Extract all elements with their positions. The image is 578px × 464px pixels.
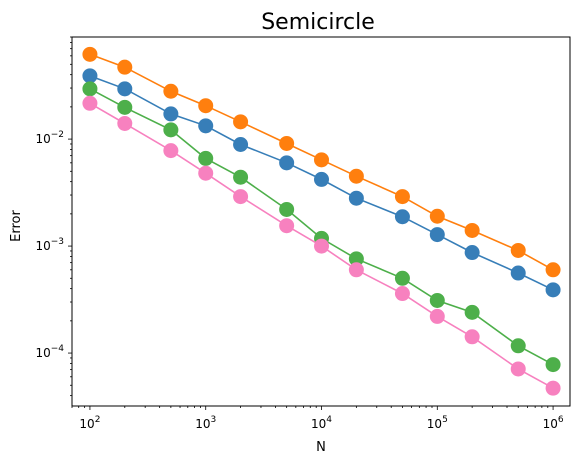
series-1-point	[279, 155, 295, 171]
series-2-point	[82, 81, 98, 97]
series-3-point	[82, 95, 98, 111]
x-tick-label: 103	[195, 415, 216, 431]
x-axis-label: N	[316, 440, 326, 455]
series-2-point	[464, 304, 480, 320]
series-1-point	[510, 265, 526, 281]
series-3-point	[163, 143, 179, 159]
y-axis-label: Error	[9, 210, 24, 242]
series-2-point	[117, 99, 133, 115]
plot-frame	[71, 36, 571, 407]
series-3-point	[314, 238, 330, 254]
series-3-point	[198, 165, 214, 181]
plot-area: 102 103 104 105 106 10−4 10−3 10−2	[35, 36, 571, 431]
series-1-point	[117, 81, 133, 97]
series-1-point	[394, 209, 410, 225]
chart-title: Semicircle	[261, 10, 375, 35]
series-0-point	[163, 83, 179, 99]
series-0-point	[233, 114, 249, 130]
series-2-point	[429, 292, 445, 308]
series-1-point	[429, 227, 445, 243]
series-2-point	[394, 270, 410, 286]
series-2-line	[89, 88, 554, 366]
series-3-point	[348, 262, 364, 278]
series-1-point	[198, 118, 214, 134]
y-tick-label: 10−4	[35, 344, 64, 360]
x-tick-label: 106	[543, 415, 564, 431]
series-0-point	[82, 46, 98, 62]
series-0-point	[545, 262, 561, 278]
y-tick-label: 10−2	[35, 130, 64, 146]
series-2-point	[348, 251, 364, 267]
series-1-point	[163, 106, 179, 122]
series-1-point	[82, 68, 98, 84]
series-0-point	[394, 189, 410, 205]
series-1-point	[545, 282, 561, 298]
series-1-point	[314, 171, 330, 187]
x-tick-label: 104	[311, 415, 332, 431]
series-0-point	[314, 152, 330, 168]
series-3-point	[394, 286, 410, 302]
x-tick-label: 105	[427, 415, 448, 431]
series-1-point	[348, 190, 364, 206]
series-2-point	[233, 169, 249, 185]
series-3-point	[233, 189, 249, 205]
series-0-point	[464, 222, 480, 238]
series-0-point	[429, 208, 445, 224]
series-2-point	[163, 122, 179, 138]
series-0-point	[279, 135, 295, 151]
series-3-point	[545, 380, 561, 396]
series-1-point	[233, 137, 249, 153]
series-1-point	[464, 245, 480, 261]
series-2-point	[198, 150, 214, 166]
series-3-point	[279, 218, 295, 234]
series-0-point	[117, 59, 133, 75]
series-3-point	[464, 329, 480, 345]
series-3-point	[510, 361, 526, 377]
y-tick-label: 10−3	[35, 237, 64, 253]
x-tick-label: 102	[79, 415, 100, 431]
series-3-point	[429, 308, 445, 324]
series-2-point	[510, 338, 526, 354]
series-3-point	[117, 115, 133, 131]
series-2-point	[279, 201, 295, 217]
series-0-point	[198, 98, 214, 114]
series-2-point	[545, 357, 561, 373]
series-0-point	[510, 242, 526, 258]
series-0-point	[348, 168, 364, 184]
